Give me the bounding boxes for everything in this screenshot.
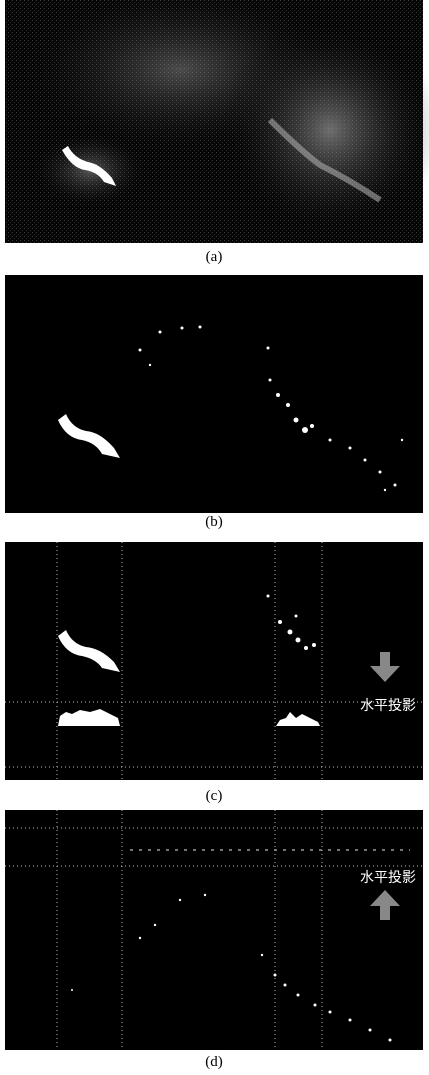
panel-b: (b): [5, 275, 423, 530]
panel-d: 水平投影 (d): [5, 810, 423, 1070]
panel-label: (d): [205, 1054, 223, 1070]
panel-c: 水平投影 (c): [5, 542, 423, 804]
panel-a: (a): [5, 0, 429, 265]
panel-label: (b): [205, 514, 223, 530]
panel-label: (c): [206, 788, 223, 804]
annotation: 水平投影: [360, 870, 416, 886]
panel-label: (a): [206, 249, 223, 265]
annotation: 水平投影: [360, 698, 416, 714]
